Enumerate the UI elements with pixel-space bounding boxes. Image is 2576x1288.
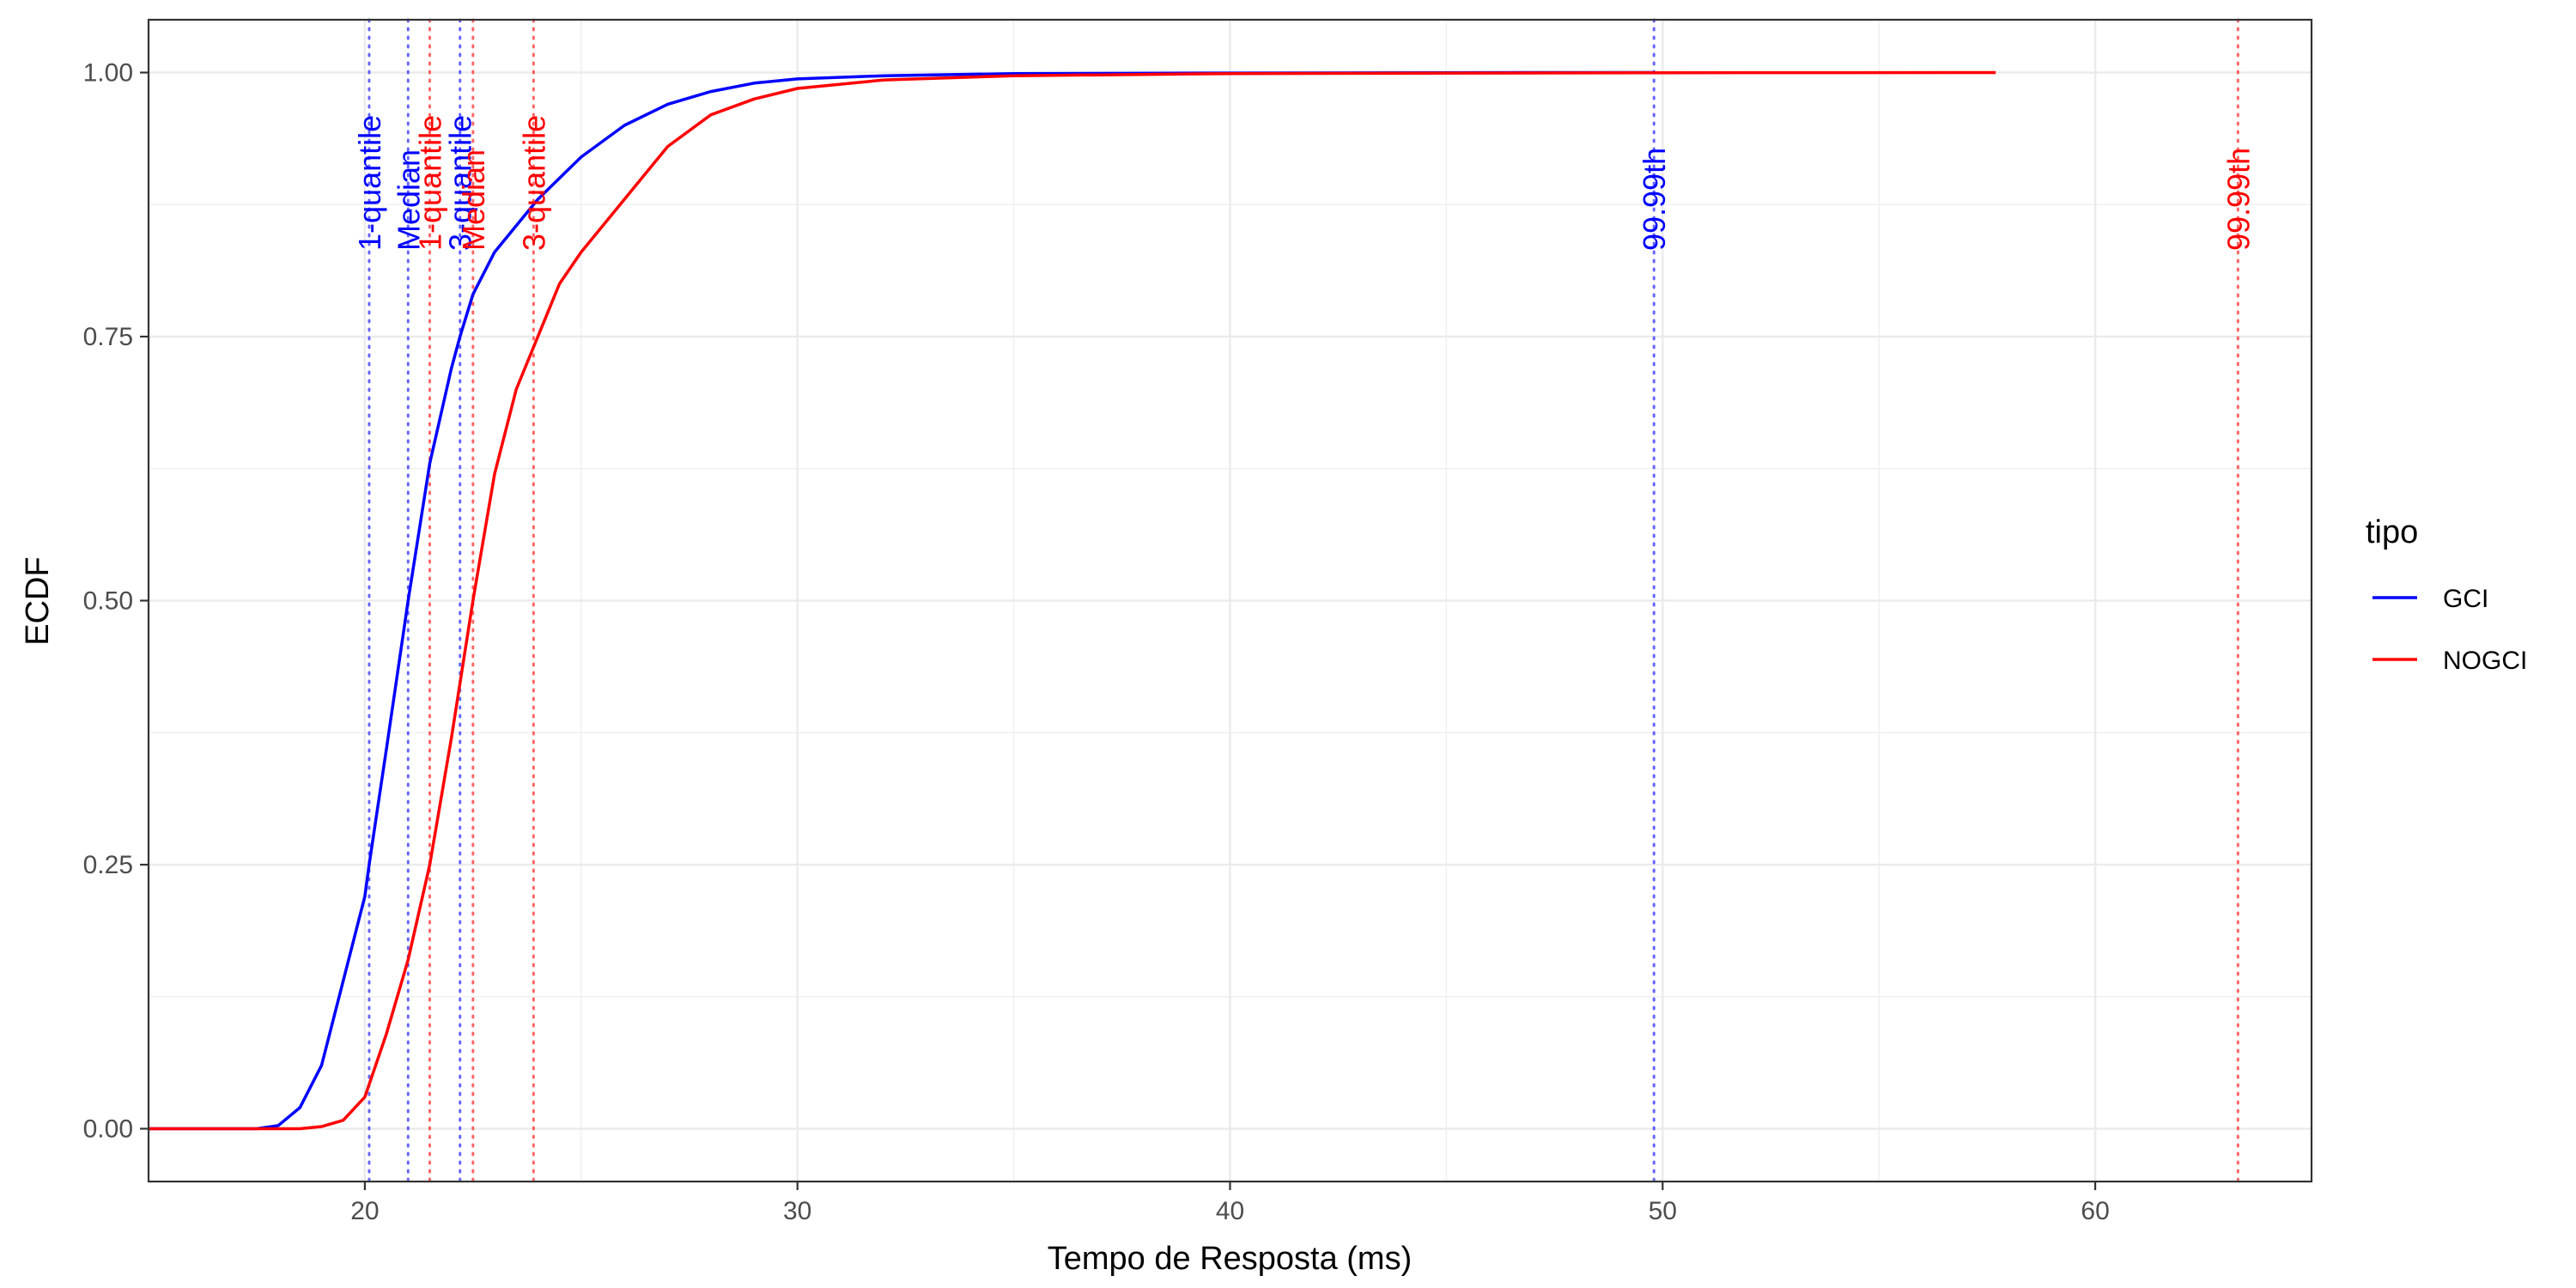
quantile-label: 99.99th (2221, 148, 2256, 251)
legend-label-nogci: NOGCI (2443, 647, 2527, 675)
x-tick-label: 40 (1216, 1197, 1244, 1225)
y-tick-label: 0.50 (83, 587, 133, 616)
legend-title: tipo (2366, 514, 2418, 550)
y-axis-title: ECDF (20, 556, 56, 645)
x-tick-label: 50 (1649, 1197, 1677, 1225)
x-tick-label: 20 (350, 1197, 379, 1225)
x-axis-ticks: 20 30 40 50 60 (350, 1182, 2110, 1225)
y-tick-label: 1.00 (83, 59, 133, 88)
quantile-label: 1-quantile (352, 115, 387, 251)
y-tick-label: 0.75 (83, 323, 133, 351)
x-axis-title: Tempo de Resposta (ms) (1048, 1241, 1413, 1277)
y-axis-ticks: 0.00 0.25 0.50 0.75 1.00 (83, 59, 149, 1144)
quantile-labels: 1-quantile Median 3-quantile 99.99th1-quant… (352, 115, 2256, 251)
quantile-label: 3-quantile (516, 115, 551, 251)
y-tick-label: 0.25 (83, 851, 133, 879)
series-line-nogci (149, 70, 1996, 1131)
x-tick-label: 30 (783, 1197, 811, 1225)
y-tick-label: 0.00 (83, 1115, 133, 1144)
quantile-label: 99.99th (1637, 148, 1672, 251)
quantile-label: Median (391, 149, 426, 251)
quantile-label: 1-quantile (412, 115, 447, 251)
quantile-label: 3-quantile (443, 115, 478, 251)
legend: tipo GCI NOGCI (2366, 514, 2527, 675)
legend-label-gci: GCI (2443, 585, 2488, 613)
ecdf-series-lines (149, 70, 1996, 1131)
series-line-gci (149, 70, 1655, 1131)
x-tick-label: 60 (2081, 1197, 2109, 1225)
quantile-label: Median (456, 149, 491, 251)
